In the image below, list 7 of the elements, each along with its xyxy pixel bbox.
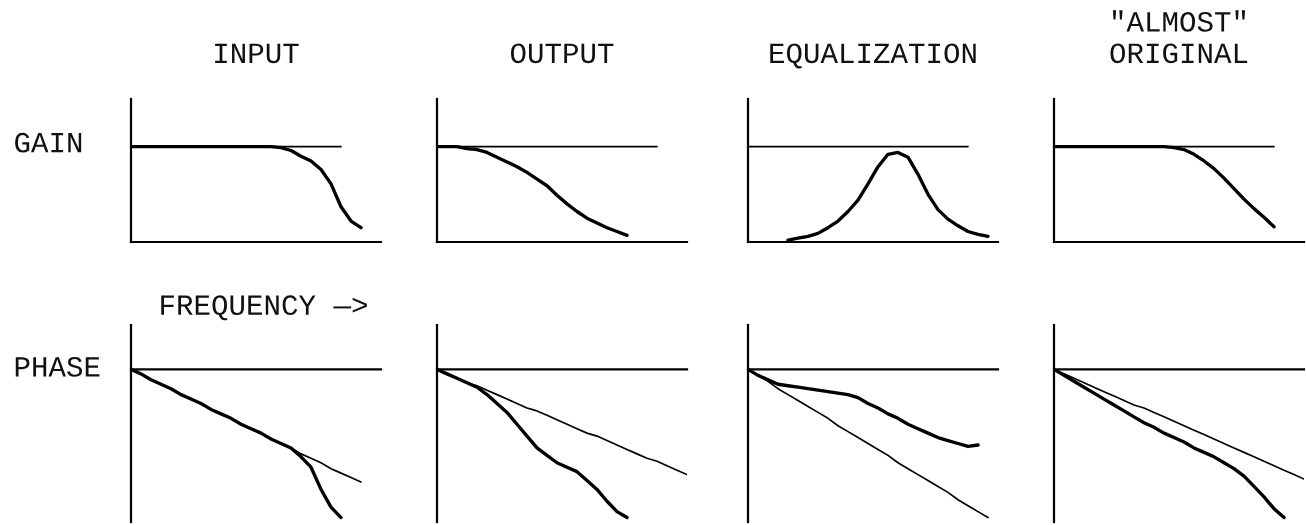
- y-axis-title: GAIN: [15, 132, 82, 153]
- chart-title: "ALMOST" ORIGINAL: [1110, 10, 1248, 64]
- chart-title: EQUALIZATION: [770, 43, 976, 69]
- y-axis-title: PHASE: [15, 356, 100, 377]
- chart-title: OUTPUT: [510, 43, 614, 64]
- chart-title: INPUT: [215, 43, 299, 64]
- x-axis-title: FREQUENCY —>: [161, 295, 367, 321]
